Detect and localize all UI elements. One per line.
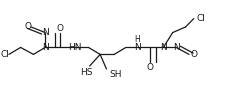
Text: HN: HN — [68, 43, 81, 52]
Text: N: N — [42, 28, 48, 37]
Text: Cl: Cl — [0, 50, 9, 59]
Text: N: N — [173, 43, 179, 52]
Text: O: O — [147, 63, 154, 72]
Text: SH: SH — [110, 70, 122, 79]
Text: O: O — [24, 23, 31, 31]
Text: HS: HS — [80, 68, 92, 77]
Text: O: O — [57, 24, 64, 33]
Text: Cl: Cl — [197, 14, 205, 23]
Text: N: N — [134, 43, 141, 52]
Text: N: N — [160, 43, 167, 52]
Text: N: N — [42, 43, 48, 52]
Text: O: O — [191, 50, 198, 59]
Text: H: H — [135, 35, 140, 44]
